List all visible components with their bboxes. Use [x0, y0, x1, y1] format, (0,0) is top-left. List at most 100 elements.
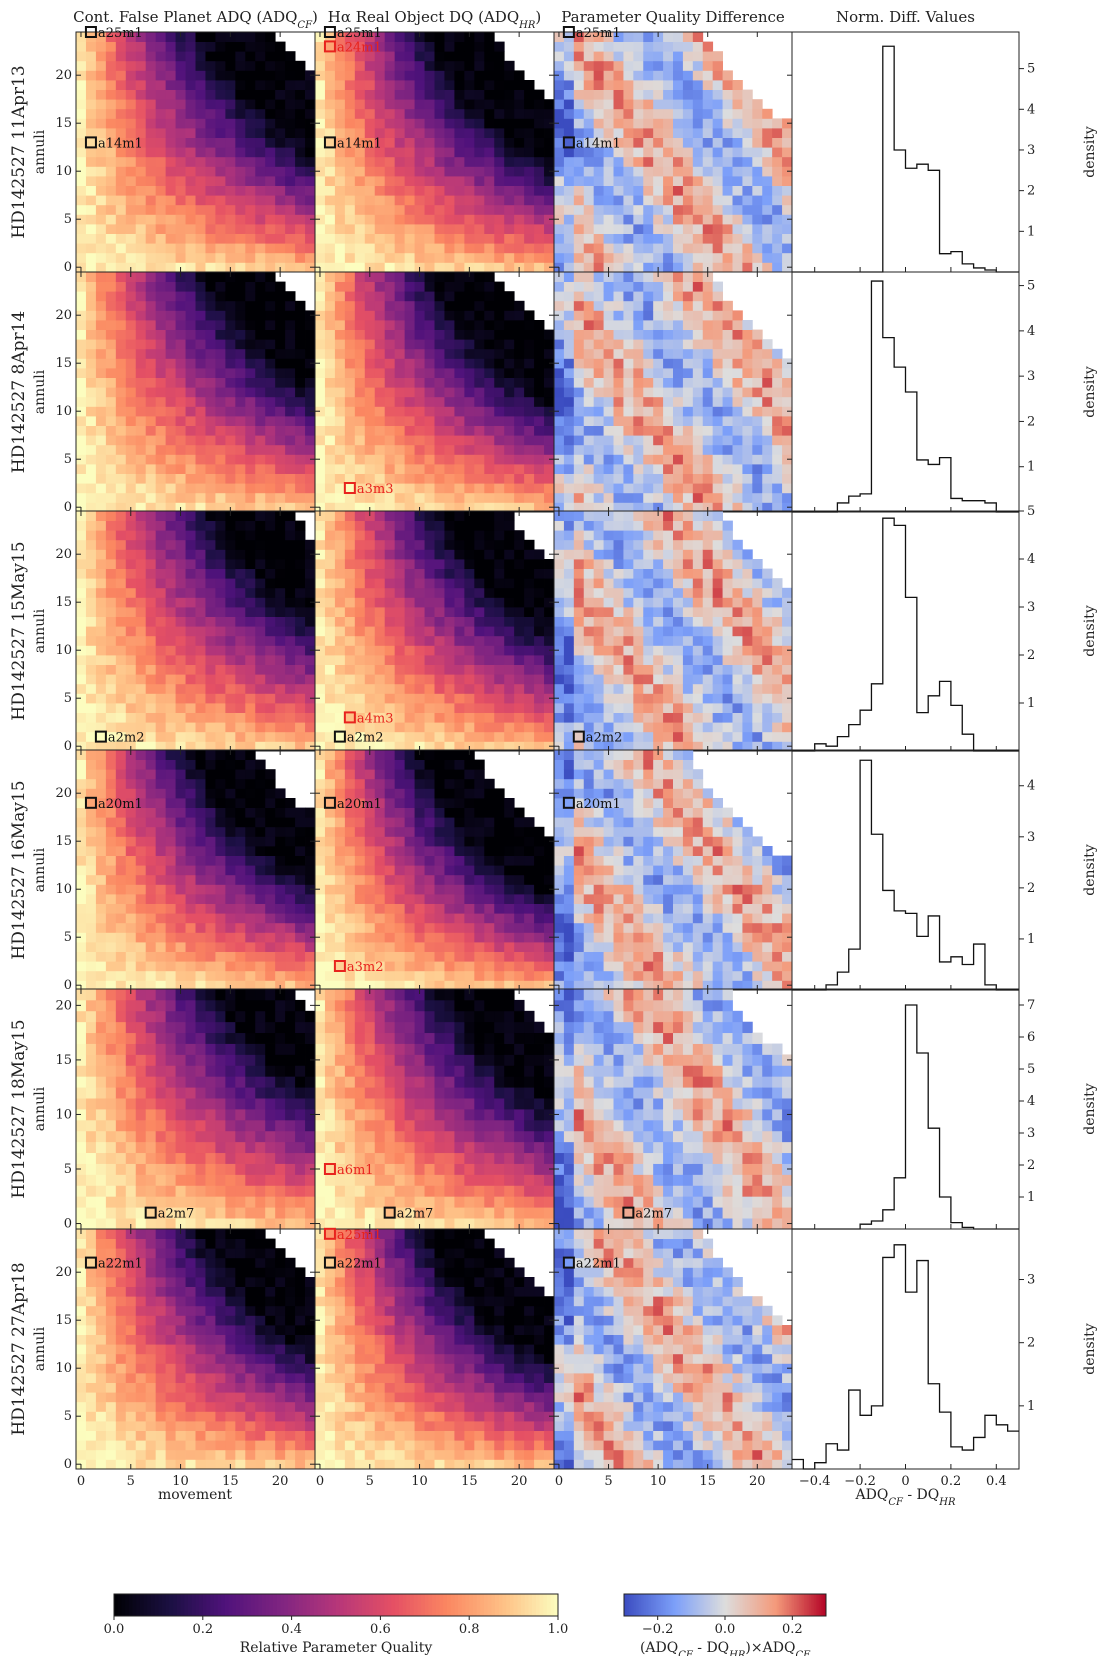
heatmap-cell [583, 243, 595, 254]
heatmap-cell [663, 473, 674, 484]
heatmap-cell [394, 310, 406, 321]
heatmap-cell [125, 185, 137, 196]
heatmap-cell [105, 272, 117, 282]
histogram-step [792, 45, 1019, 273]
heatmap-cell [782, 473, 792, 484]
heatmap-cell [673, 252, 684, 263]
heatmap-cell [324, 406, 336, 417]
heatmap-cell [424, 176, 435, 186]
heatmap-cell [732, 358, 743, 369]
heatmap-cell [354, 348, 366, 359]
heatmap-cell [324, 674, 336, 685]
heatmap-cell [603, 310, 614, 321]
heatmap-cell [454, 741, 465, 751]
heatmap-cell [374, 473, 386, 484]
heatmap-cell [454, 549, 465, 560]
heatmap-cell [494, 108, 505, 119]
heatmap-cell [155, 539, 167, 550]
heatmap-cell [414, 156, 425, 167]
heatmap-cell [245, 89, 256, 100]
heatmap-cell [235, 252, 246, 263]
heatmap-cell [384, 329, 396, 340]
heatmap-cell [434, 128, 445, 138]
heatmap-cell [324, 166, 336, 177]
heatmap-cell [573, 195, 585, 206]
heatmap-cell [354, 473, 366, 484]
heatmap-cell [424, 147, 435, 158]
heatmap-cell [524, 262, 535, 272]
heatmap-cell [603, 300, 614, 311]
heatmap-cell [444, 473, 455, 484]
heatmap-cell [255, 645, 266, 656]
heatmap-cell [434, 731, 445, 742]
heatmap-cell [185, 396, 196, 407]
heatmap-cell [484, 377, 495, 388]
heatmap-cell [285, 578, 296, 589]
heatmap-cell [682, 473, 694, 484]
heatmap-cell [145, 406, 157, 417]
heatmap-cell [285, 80, 296, 90]
heatmap-cell [593, 214, 604, 225]
heatmap-cell [265, 655, 276, 665]
heatmap-cell [742, 224, 753, 234]
heatmap-cell [175, 597, 186, 608]
heatmap-cell [364, 291, 376, 302]
heatmap-cell [225, 607, 236, 617]
heatmap-cell [464, 99, 475, 110]
heatmap-cell [205, 80, 216, 90]
heatmap-cell [394, 70, 406, 81]
heatmap-cell [583, 549, 595, 560]
heatmap-cell [762, 118, 773, 129]
heatmap-cell [364, 464, 376, 474]
heatmap-cell [663, 348, 674, 359]
heatmap-cell [215, 520, 226, 531]
heatmap-cell [235, 664, 246, 675]
heatmap-cell [205, 147, 216, 158]
heatmap-cell [364, 80, 376, 90]
heatmap-cell [374, 520, 386, 531]
heatmap-cell [315, 559, 326, 569]
heatmap-cell [414, 645, 425, 656]
row-0: 05101520a14m1a25m1a24m1a14m1a25m1a14m1a2… [9, 26, 1098, 275]
heatmap-cell [494, 339, 505, 350]
heatmap-cell [732, 435, 743, 446]
histogram-step [792, 280, 1019, 513]
heatmap-cell [573, 492, 585, 503]
heatmap-cell [76, 118, 87, 129]
heatmap-cell [76, 712, 87, 723]
heatmap-cell [265, 406, 276, 417]
heatmap-cell [573, 549, 585, 560]
heatmap-cell [275, 568, 286, 579]
heatmap-cell [324, 578, 336, 589]
heatmap-cell [544, 243, 554, 254]
hist-y-tick-label: 1 [1027, 224, 1035, 239]
heatmap-cell [334, 99, 346, 110]
heatmap-cell [424, 530, 435, 541]
heatmap-cell [613, 60, 624, 71]
heatmap-cell [424, 195, 435, 206]
heatmap-cell [265, 252, 276, 263]
heatmap-cell [185, 444, 196, 455]
heatmap-cell [125, 587, 137, 598]
heatmap-cell [374, 377, 386, 388]
heatmap-cell [563, 339, 575, 350]
heatmap-cell [742, 377, 753, 388]
heatmap-cell [205, 435, 216, 446]
heatmap-cell [663, 377, 674, 388]
heatmap-cell [563, 578, 575, 589]
heatmap-cell [673, 492, 684, 503]
heatmap-cell [305, 425, 315, 436]
heatmap-cell [782, 464, 792, 474]
heatmap-cell [534, 204, 545, 215]
hist-y-tick-label: 3 [1027, 369, 1035, 384]
heatmap-cell [95, 128, 107, 138]
heatmap-cell [265, 741, 276, 751]
heatmap-cell [384, 281, 396, 292]
heatmap-cell [484, 416, 495, 426]
heatmap-cell [334, 568, 346, 579]
heatmap-cell [354, 224, 366, 234]
heatmap-cell [444, 539, 455, 550]
heatmap-cell [544, 156, 554, 167]
heatmap-cell [344, 664, 356, 675]
heatmap-cell [524, 693, 535, 704]
